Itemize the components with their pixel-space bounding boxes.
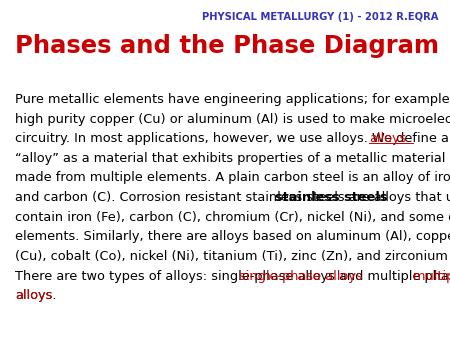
Text: made from multiple elements. A plain carbon steel is an alloy of iron (Fe): made from multiple elements. A plain car… bbox=[15, 171, 450, 185]
Text: “alloy” as a material that exhibits properties of a metallic material and is: “alloy” as a material that exhibits prop… bbox=[15, 152, 450, 165]
Text: alloys: alloys bbox=[15, 289, 52, 302]
Text: high purity copper (Cu) or aluminum (Al) is used to make microelectronic: high purity copper (Cu) or aluminum (Al)… bbox=[15, 113, 450, 126]
Text: PHYSICAL METALLURGY (1) - 2012 R.EQRA: PHYSICAL METALLURGY (1) - 2012 R.EQRA bbox=[202, 12, 439, 22]
Text: elements. Similarly, there are alloys based on aluminum (Al), copper: elements. Similarly, there are alloys ba… bbox=[15, 231, 450, 243]
Text: There are two types of alloys: single-phase alloys and multiple phase: There are two types of alloys: single-ph… bbox=[15, 270, 450, 283]
Text: Pure metallic elements have engineering applications; for example, ultra-: Pure metallic elements have engineering … bbox=[15, 93, 450, 106]
Text: alloys.: alloys. bbox=[15, 289, 56, 302]
Text: multiple phase: multiple phase bbox=[413, 270, 450, 283]
Text: alloys: alloys bbox=[369, 132, 407, 145]
Text: and carbon (C). Corrosion resistant stainless steels are alloys that usually: and carbon (C). Corrosion resistant stai… bbox=[15, 191, 450, 204]
Text: stainless steels: stainless steels bbox=[275, 191, 388, 204]
Text: single-phase alloys: single-phase alloys bbox=[239, 270, 363, 283]
Text: Phases and the Phase Diagram: Phases and the Phase Diagram bbox=[15, 34, 439, 58]
Text: contain iron (Fe), carbon (C), chromium (Cr), nickel (Ni), and some other: contain iron (Fe), carbon (C), chromium … bbox=[15, 211, 450, 224]
Text: (Cu), cobalt (Co), nickel (Ni), titanium (Ti), zinc (Zn), and zirconium (Zr).: (Cu), cobalt (Co), nickel (Ni), titanium… bbox=[15, 250, 450, 263]
Text: circuitry. In most applications, however, we use alloys. We define an: circuitry. In most applications, however… bbox=[15, 132, 450, 145]
